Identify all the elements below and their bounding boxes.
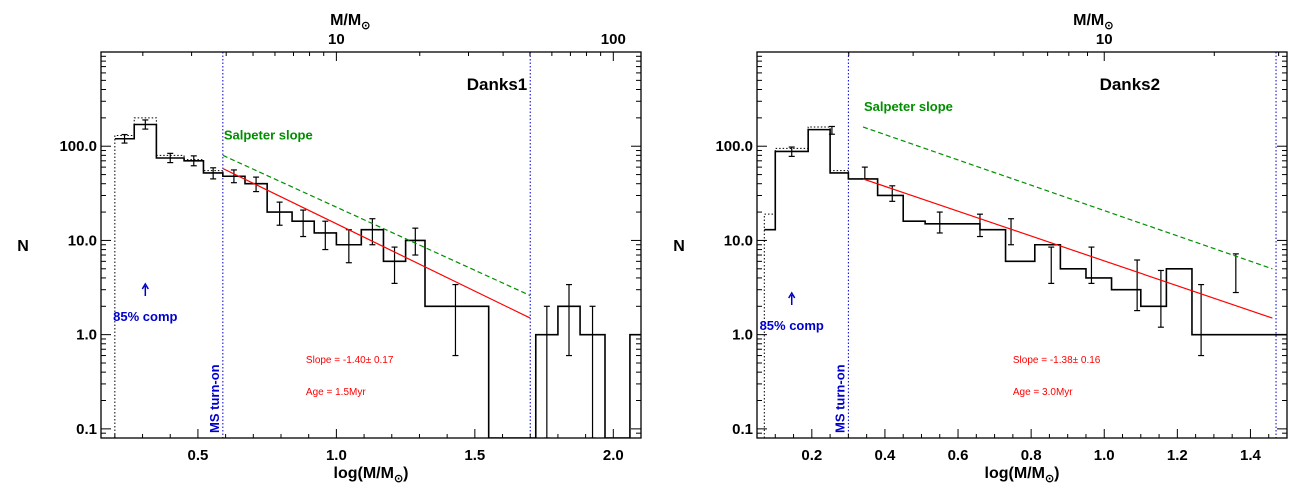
x-tick-label: 0.4	[875, 447, 897, 464]
salpeter-line	[862, 126, 1273, 270]
panel-danks1: Salpeter slope 0.5 1.0 1.5 2.0 10 100 0.1 1.0 10.…	[17, 12, 642, 485]
histogram	[764, 128, 1287, 336]
panel-label: Danks2	[1100, 75, 1160, 94]
error-bar-1	[828, 125, 835, 135]
x-axis-title: log(M/M⊙)	[985, 465, 1060, 485]
histogram	[114, 123, 641, 438]
y-axis-title: N	[673, 238, 685, 255]
error-bar-8	[1088, 246, 1095, 284]
fit-line	[222, 167, 531, 319]
completeness-label: 85% comp	[760, 318, 824, 333]
x-tick-label: 1.2	[1167, 447, 1188, 464]
error-bar-17	[589, 305, 596, 438]
error-bar-7	[1048, 246, 1055, 284]
error-bar-9	[322, 220, 329, 251]
error-bar-12	[1232, 253, 1239, 294]
error-bar-4	[936, 211, 943, 234]
x-tick-label: 1.4	[1240, 447, 1262, 464]
error-bar-0	[121, 133, 128, 144]
x-tick-label: 0.5	[187, 447, 208, 464]
y-tick-label: 0.1	[732, 421, 753, 438]
age-text: Age = 3.0Myr	[1013, 387, 1073, 398]
x-tick-label: 1.0	[1094, 447, 1115, 464]
slope-text: Slope = -1.38± 0.16	[1013, 355, 1101, 366]
x-axis-title: log(M/M⊙)	[334, 465, 409, 485]
error-bar-12	[391, 246, 398, 284]
x-tick-label: 2.0	[603, 447, 624, 464]
error-bar-5	[230, 169, 237, 184]
y-tick-label: 1.0	[732, 327, 753, 344]
panel-label: Danks1	[467, 75, 527, 94]
panel-danks2: Salpeter slope 0.2 0.4 0.6 0.8 1.0 1.2 1.4 10 0.1…	[673, 12, 1288, 485]
x-tick-label: 0.8	[1021, 447, 1042, 464]
top-axis-title: M/M⊙	[1073, 12, 1113, 32]
error-bar-4	[210, 167, 217, 180]
error-bar-15	[543, 305, 550, 438]
error-bar-0	[788, 146, 795, 157]
error-bar-11	[1198, 283, 1205, 357]
completeness-arrow-head	[141, 282, 149, 290]
x-tick-label: 0.6	[948, 447, 969, 464]
age-text: Age = 1.5Myr	[306, 387, 366, 398]
y-tick-label: 10.0	[724, 232, 753, 249]
error-bar-10	[345, 229, 352, 264]
y-tick-label: 10.0	[68, 232, 97, 249]
error-bar-3	[190, 155, 197, 167]
error-bar-6	[1008, 218, 1015, 246]
top-tick-label: 10	[328, 31, 345, 48]
y-tick-label: 1.0	[76, 327, 97, 344]
top-axis-title: M/M⊙	[330, 12, 370, 32]
error-bar-5	[976, 213, 983, 238]
salpeter-label: Salpeter slope	[864, 99, 953, 114]
error-bar-1	[142, 119, 149, 130]
error-bar-16	[566, 283, 572, 357]
plot-area	[114, 52, 641, 438]
completeness-arrow-head	[788, 291, 796, 299]
error-bar-8	[300, 209, 307, 238]
fit-line	[862, 178, 1273, 319]
error-bar-7	[276, 201, 283, 226]
plot-area	[763, 52, 1287, 438]
error-bar-14	[452, 283, 459, 357]
error-bar-9	[1134, 259, 1141, 312]
top-tick-label: 10	[1096, 31, 1113, 48]
salpeter-label: Salpeter slope	[224, 127, 313, 142]
salpeter-line	[222, 154, 531, 297]
error-bar-2	[861, 166, 868, 180]
error-bar-13	[412, 227, 419, 256]
x-tick-label: 1.5	[464, 447, 485, 464]
y-axis-title: N	[17, 238, 29, 255]
ms-turn-on-label: MS turn-on	[207, 364, 222, 433]
y-tick-label: 100.0	[59, 138, 97, 155]
x-tick-label: 1.0	[326, 447, 347, 464]
y-tick-label: 100.0	[715, 138, 753, 155]
error-bar-2	[167, 152, 174, 164]
x-tick-label: 0.2	[801, 447, 822, 464]
completeness-label: 85% comp	[113, 309, 177, 324]
y-tick-label: 0.1	[76, 421, 97, 438]
ms-turn-on-label: MS turn-on	[832, 364, 847, 433]
slope-text: Slope = -1.40± 0.17	[306, 355, 394, 366]
top-tick-label: 100	[601, 31, 626, 48]
